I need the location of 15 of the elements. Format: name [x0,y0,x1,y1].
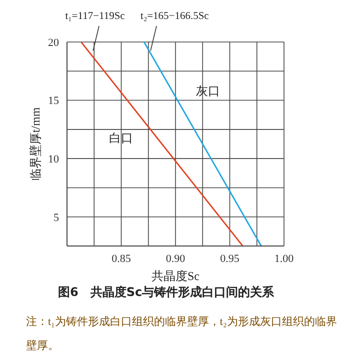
x-tick-label: 0.90 [166,252,186,265]
text: 注：t₁为铸件形成白口组织的临界壁厚，t₂为形成灰口组织的临界壁厚。 [26,314,338,354]
y-tick-label: 10 [48,153,60,166]
text: 图6 共晶度Sc与铸件形成白口间的关系 [57,284,276,301]
series-label: 白口 [109,131,134,146]
y-tick-label: 20 [48,36,60,49]
x-tick-label: 1.00 [274,252,294,265]
x-axis-title: 共晶度Sc [152,269,200,283]
y-tick-label: 5 [54,212,60,224]
x-tick-label: 0.85 [112,252,132,265]
annotation: t₁=117−119Sc [65,11,126,22]
y-axis-title: 临界壁厚t/mm [28,106,42,181]
x-tick-label: 0.95 [220,252,240,265]
y-tick-label: 15 [48,95,60,108]
annotation: t₂=165−166.5Sc [140,11,210,22]
